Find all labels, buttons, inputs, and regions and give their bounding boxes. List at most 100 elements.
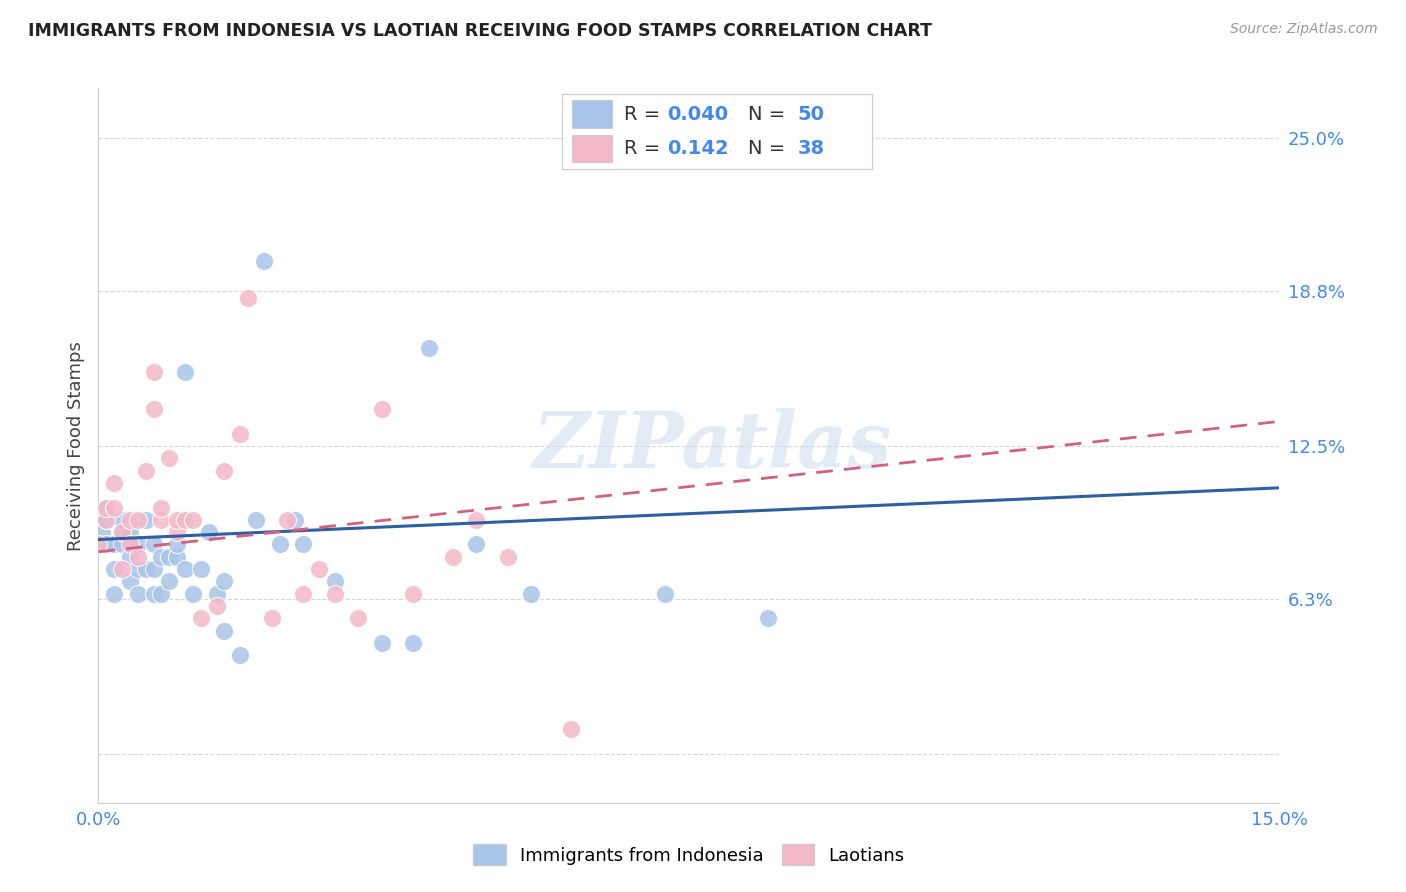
Point [142,537,165,551]
Point [181,513,204,527]
Point [229,648,252,662]
Text: 50: 50 [797,104,824,124]
Text: 38: 38 [797,139,824,158]
Point [150,500,173,515]
Point [371,636,394,650]
Point [135,513,157,527]
Point [150,549,173,564]
Point [441,549,464,564]
Point [118,574,141,589]
Point [127,587,149,601]
Point [87,513,110,527]
Point [205,587,228,601]
Point [118,525,141,540]
Point [135,464,157,478]
FancyBboxPatch shape [572,135,612,161]
Point [111,525,134,540]
Point [520,587,543,601]
Point [166,537,188,551]
Point [308,562,330,576]
Point [560,722,582,736]
Point [292,587,315,601]
Text: 0.142: 0.142 [668,139,730,158]
Point [181,587,204,601]
Legend: Immigrants from Indonesia, Laotians: Immigrants from Indonesia, Laotians [465,837,912,872]
Y-axis label: Receiving Food Stamps: Receiving Food Stamps [66,341,84,551]
Point [214,624,236,638]
Point [96,500,118,515]
Point [103,475,125,490]
Text: Source: ZipAtlas.com: Source: ZipAtlas.com [1230,22,1378,37]
Point [103,587,125,601]
Point [371,402,394,417]
Point [127,562,149,576]
Point [142,365,165,379]
Point [245,513,267,527]
Point [190,611,212,625]
Point [96,537,118,551]
Point [142,587,165,601]
Point [214,574,236,589]
Text: N =: N = [748,104,792,124]
Point [87,537,110,551]
Point [166,549,188,564]
Point [96,513,118,527]
Point [135,562,157,576]
Point [465,537,488,551]
Point [118,549,141,564]
Point [236,291,259,305]
Point [96,500,118,515]
Point [402,636,425,650]
Point [174,562,197,576]
Point [214,464,236,478]
Point [150,587,173,601]
Text: 0.040: 0.040 [668,104,728,124]
Point [756,611,779,625]
Point [654,587,676,601]
Point [118,537,141,551]
Point [260,611,283,625]
Point [402,587,425,601]
Text: R =: R = [624,104,666,124]
Point [174,513,197,527]
Point [127,549,149,564]
Text: IMMIGRANTS FROM INDONESIA VS LAOTIAN RECEIVING FOOD STAMPS CORRELATION CHART: IMMIGRANTS FROM INDONESIA VS LAOTIAN REC… [28,22,932,40]
Text: R =: R = [624,139,673,158]
Point [229,426,252,441]
Point [465,513,488,527]
Point [197,525,219,540]
Point [205,599,228,613]
Point [276,513,298,527]
Point [323,574,346,589]
Point [157,451,180,466]
Point [418,341,440,355]
Point [269,537,291,551]
Point [292,537,315,551]
Point [103,562,125,576]
Point [253,254,276,268]
Point [174,365,197,379]
Point [190,562,212,576]
Point [96,513,118,527]
Point [347,611,370,625]
Point [111,513,134,527]
Point [111,525,134,540]
Point [142,562,165,576]
Point [157,574,180,589]
Text: N =: N = [748,139,792,158]
Point [127,537,149,551]
Point [91,525,114,540]
Point [284,513,307,527]
Point [150,513,173,527]
Point [127,513,149,527]
Point [166,513,188,527]
Point [118,513,141,527]
Point [111,562,134,576]
Point [496,549,519,564]
FancyBboxPatch shape [572,101,612,128]
Point [103,500,125,515]
Text: ZIPatlas: ZIPatlas [533,408,893,484]
Point [157,549,180,564]
Point [323,587,346,601]
Point [142,402,165,417]
